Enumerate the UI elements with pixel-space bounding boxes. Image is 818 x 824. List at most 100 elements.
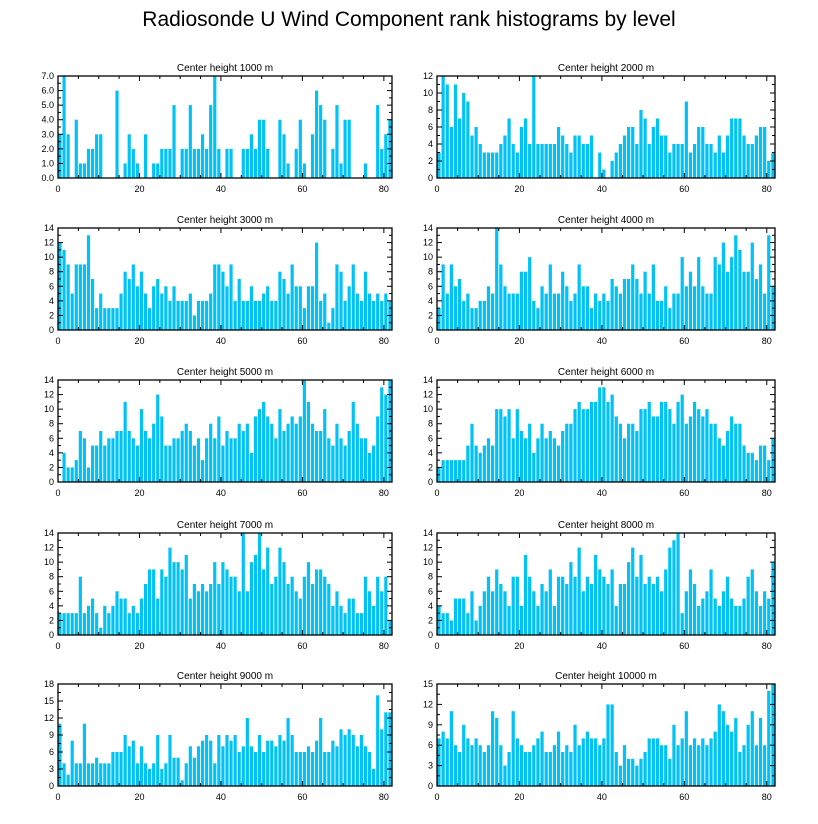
histogram-bar: [713, 257, 717, 330]
histogram-bar: [168, 547, 172, 635]
histogram-bar: [618, 293, 622, 330]
histogram-bar: [286, 423, 290, 482]
histogram-bar: [585, 286, 590, 330]
histogram-bar: [310, 752, 315, 786]
histogram-bar: [115, 591, 119, 635]
histogram-bar: [274, 576, 278, 635]
histogram-bar: [478, 452, 482, 482]
histogram-bar: [602, 293, 606, 330]
histogram-bar: [697, 605, 701, 635]
histogram-bar: [123, 735, 127, 786]
histogram-bar: [721, 445, 726, 482]
y-tick-label: 3.0: [41, 129, 54, 139]
histogram-bar: [544, 752, 548, 786]
y-tick-label: 0: [428, 477, 433, 487]
histogram-bar: [507, 409, 511, 482]
histogram-bar: [758, 264, 763, 330]
histogram-bar: [622, 135, 627, 178]
histogram-bar: [462, 724, 466, 786]
histogram-bar: [486, 745, 491, 786]
histogram-bar: [372, 445, 376, 482]
histogram-bar: [622, 745, 627, 786]
histogram-bar: [351, 264, 355, 330]
histogram-bar: [507, 293, 511, 330]
histogram-bar: [119, 431, 123, 482]
histogram-bar: [763, 745, 767, 786]
histogram-bar: [111, 605, 115, 635]
histogram-bar: [282, 740, 286, 786]
histogram-bar: [705, 293, 709, 330]
histogram-bar: [74, 264, 78, 330]
histogram-bar: [315, 569, 319, 635]
histogram-bar: [643, 271, 647, 330]
histogram-bar: [734, 718, 738, 786]
histogram-bar: [659, 300, 664, 330]
histogram-bar: [82, 438, 87, 482]
histogram-bar: [74, 119, 78, 178]
histogram-bar: [462, 300, 466, 330]
histogram-bar: [490, 293, 495, 330]
histogram-bar: [152, 286, 156, 330]
histogram-bar: [763, 445, 767, 482]
histogram-bar: [635, 765, 639, 786]
x-tick-label: 0: [434, 792, 439, 802]
histogram-bar: [519, 745, 524, 786]
histogram-bar: [298, 416, 302, 482]
histogram-bar: [688, 271, 693, 330]
histogram-bar: [95, 308, 99, 330]
histogram-bar: [123, 598, 127, 635]
histogram-bar: [233, 438, 237, 482]
histogram-bar: [437, 738, 441, 786]
histogram-bar: [606, 704, 610, 786]
histogram-bar: [359, 300, 363, 330]
histogram-bar: [70, 467, 74, 482]
y-tick-label: 4: [428, 296, 433, 306]
histogram-bar: [548, 431, 552, 482]
histogram-bar: [466, 445, 470, 482]
histogram-bar: [437, 152, 441, 178]
histogram-bar: [767, 690, 771, 786]
histogram-bar: [327, 322, 331, 330]
histogram-bar: [692, 286, 697, 330]
histogram-panel: Center height 5000 m 0 2 4 6 8 10 12 14 0 20 40 60 80: [44, 367, 393, 498]
histogram-bar: [339, 438, 343, 482]
histogram-bar: [359, 438, 363, 482]
histogram-bar: [82, 613, 87, 635]
histogram-bar: [474, 308, 478, 330]
histogram-bar: [278, 735, 282, 786]
histogram-bar: [270, 740, 274, 786]
x-tick-label: 40: [216, 792, 226, 802]
histogram-bar: [135, 286, 139, 330]
histogram-bar: [95, 757, 99, 786]
histogram-bar: [372, 769, 376, 786]
histogram-bar: [490, 152, 495, 178]
histogram-bar: [192, 445, 196, 482]
histogram-bar: [511, 144, 515, 178]
histogram-bar: [180, 148, 184, 178]
histogram-bar: [200, 740, 205, 786]
histogram-bar: [66, 774, 70, 786]
histogram-bar: [70, 613, 74, 635]
histogram-bar: [519, 271, 524, 330]
histogram-bar: [209, 293, 213, 330]
y-tick-label: 10: [44, 252, 54, 262]
histogram-bar: [319, 105, 323, 178]
histogram-bar: [127, 613, 131, 635]
histogram-bar: [217, 416, 221, 482]
histogram-bar: [602, 738, 606, 786]
histogram-bar: [771, 152, 775, 178]
histogram-bar: [367, 752, 372, 786]
histogram-bar: [384, 134, 388, 178]
histogram-bar: [262, 293, 266, 330]
histogram-bar: [184, 300, 188, 330]
x-tick-label: 0: [55, 184, 60, 194]
histogram-bar: [152, 569, 156, 635]
histogram-bar: [237, 591, 241, 635]
histogram-bar: [241, 300, 245, 330]
y-tick-label: 12: [44, 390, 54, 400]
histogram-bar: [651, 127, 655, 178]
histogram-bar: [131, 740, 135, 786]
histogram-bar: [70, 293, 74, 330]
histogram-bar: [544, 591, 548, 635]
x-tick-label: 80: [379, 336, 389, 346]
